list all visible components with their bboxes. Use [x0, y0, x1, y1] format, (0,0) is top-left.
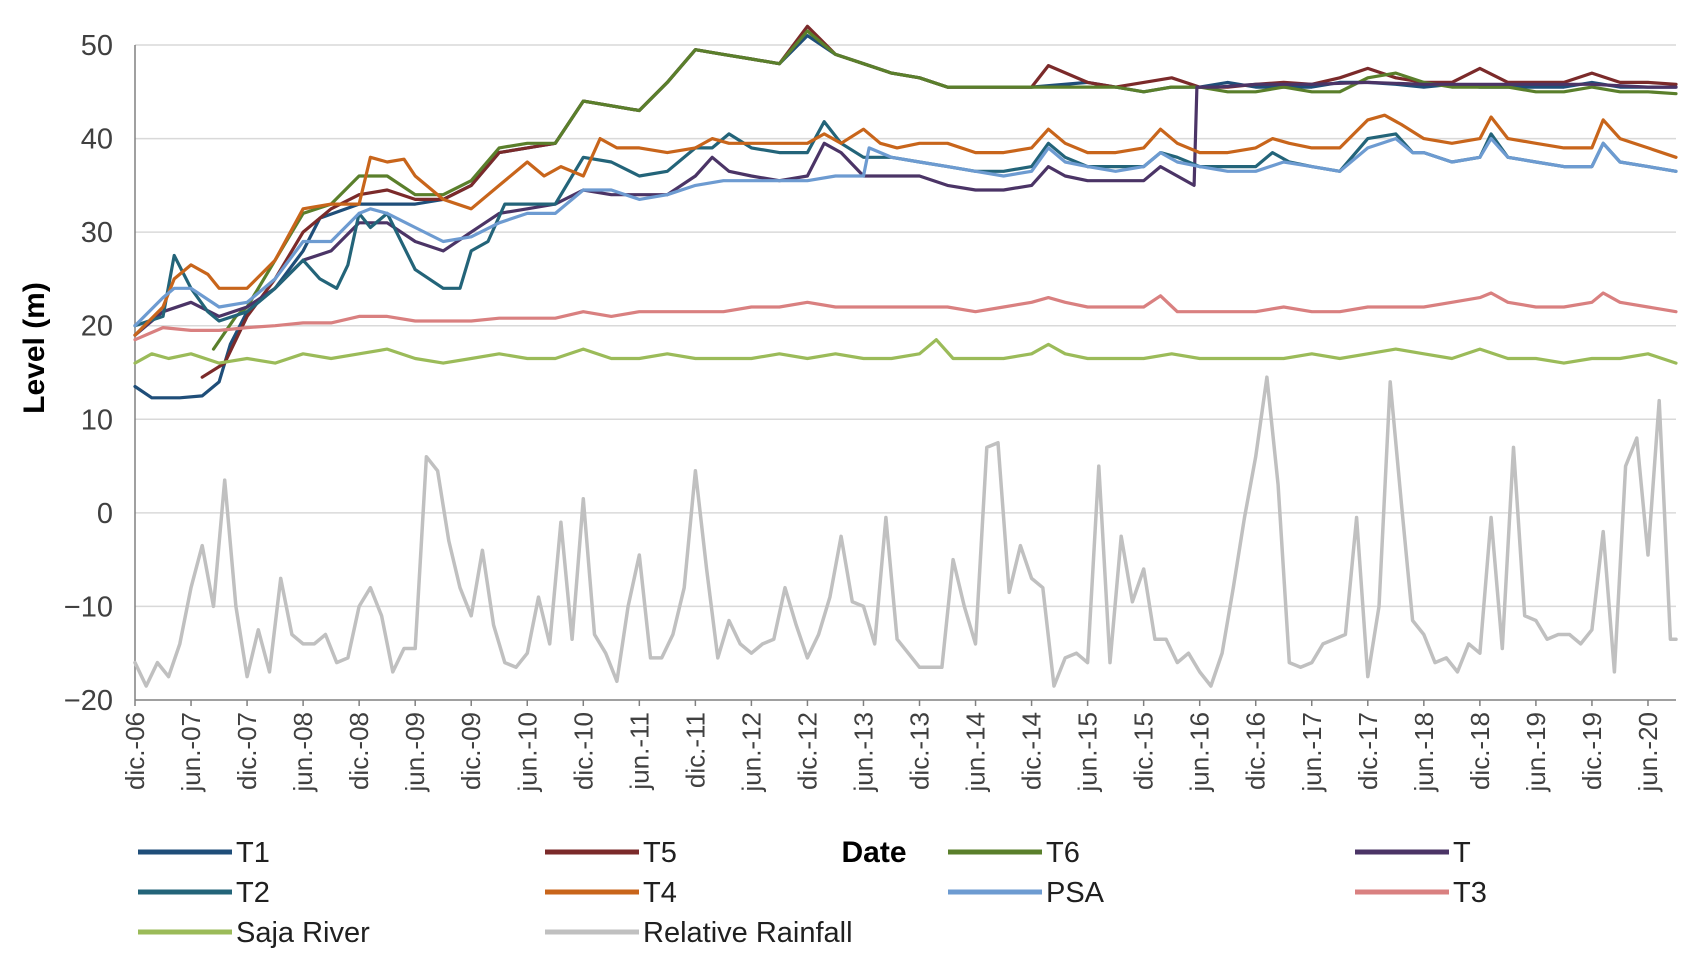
series-layer [133, 24, 1678, 688]
x-tick-label: jun.-08 [288, 712, 318, 793]
y-tick-label: −10 [64, 591, 113, 623]
x-tick-label: dic.-19 [1577, 712, 1607, 790]
grid-lines [135, 44, 1676, 608]
legend-label: T5 [643, 837, 677, 869]
legend-label: T3 [1453, 877, 1487, 909]
x-tick-label: jun.-10 [512, 712, 542, 793]
x-tick-label: jun.-09 [400, 712, 430, 793]
series-line-psa [133, 137, 1678, 328]
legend-label: PSA [1046, 877, 1105, 909]
legend-label: T4 [643, 877, 677, 909]
y-tick-label: 50 [81, 30, 113, 62]
x-tick-label: dic.-10 [568, 712, 598, 790]
y-tick-label: 10 [81, 404, 113, 436]
x-tick-label: dic.-15 [1129, 712, 1159, 790]
x-tick-label: dic.-16 [1241, 712, 1271, 790]
y-tick-label: 40 [81, 124, 113, 156]
legend-label: T [1453, 837, 1471, 869]
legend: T1 T5 T6 T T2 T4 PSA T3 Saja River Relative Rainf… [138, 837, 1487, 949]
series-line-saja-river [133, 338, 1678, 365]
series-line-t [133, 80, 1678, 337]
x-tick-label: jun.-11 [624, 712, 654, 791]
x-tick-label: dic.-17 [1353, 712, 1383, 790]
legend-label: Saja River [236, 917, 370, 949]
legend-label: T2 [236, 877, 270, 909]
x-tick-label: jun.-16 [1185, 712, 1215, 793]
series-line-relative-rainfall [133, 375, 1678, 688]
legend-label: T1 [236, 837, 270, 869]
x-tick-labels: dic.-06 jun.-07 dic.-07 jun.-08 dic.-08 jun.-… [120, 700, 1663, 793]
x-tick-label: dic.-11 [680, 712, 710, 788]
y-axis-label: Level (m) [18, 282, 51, 414]
x-tick-label: jun.-13 [848, 712, 878, 793]
x-tick-label: jun.-19 [1521, 712, 1551, 793]
x-tick-label: jun.-14 [961, 712, 991, 793]
y-tick-label: 20 [81, 311, 113, 343]
series-line-t4 [133, 113, 1678, 337]
x-tick-label: dic.-12 [792, 712, 822, 790]
legend-label: T6 [1046, 837, 1080, 869]
axes [134, 45, 1676, 701]
x-tick-label: dic.-18 [1465, 712, 1495, 790]
x-tick-label: dic.-07 [232, 712, 262, 790]
y-tick-label: −20 [64, 685, 113, 717]
x-tick-label: jun.-20 [1633, 712, 1663, 793]
y-tick-labels: −20 −10 0 10 20 30 40 50 [64, 30, 113, 717]
x-tick-label: dic.-14 [1017, 712, 1047, 790]
series-line-t2 [133, 120, 1678, 328]
y-tick-label: 0 [97, 498, 113, 530]
x-axis-label: Date [841, 836, 906, 869]
legend-label: Relative Rainfall [643, 917, 853, 949]
y-tick-label: 30 [81, 217, 113, 249]
x-tick-label: jun.-12 [736, 712, 766, 793]
series-line-t1 [133, 34, 1678, 400]
x-tick-label: jun.-17 [1297, 712, 1327, 793]
x-tick-label: jun.-07 [176, 712, 206, 793]
x-tick-label: jun.-18 [1409, 712, 1439, 793]
x-tick-label: dic.-08 [344, 712, 374, 790]
x-tick-label: dic.-09 [456, 712, 486, 790]
x-tick-label: dic.-06 [120, 712, 150, 790]
series-line-t3 [133, 291, 1678, 342]
x-tick-label: jun.-15 [1073, 712, 1103, 793]
x-tick-label: dic.-13 [905, 712, 935, 790]
